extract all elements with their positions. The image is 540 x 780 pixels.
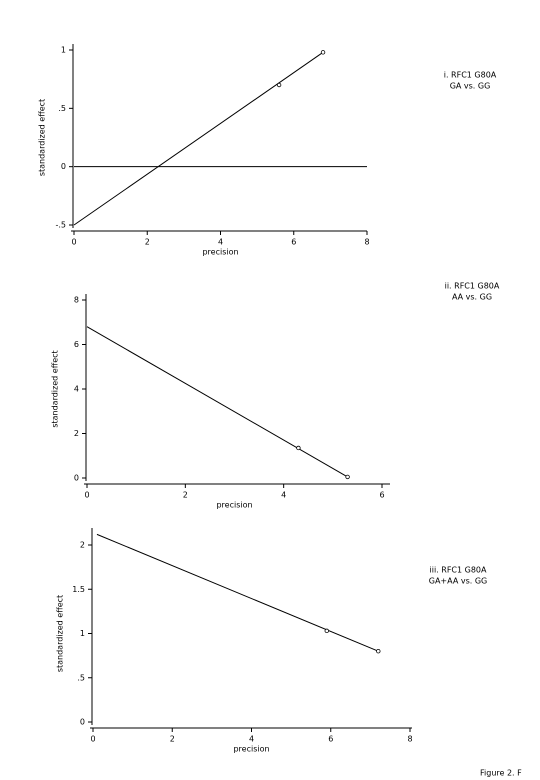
point	[276, 82, 282, 88]
y-tick-label: 2	[74, 429, 79, 438]
y-axis-label: standardized effect	[51, 350, 60, 427]
x-tick-label: 2	[170, 735, 175, 744]
point	[345, 474, 350, 480]
point	[296, 445, 301, 451]
point	[324, 628, 329, 634]
x-axis-label: precision	[216, 501, 252, 510]
x-tick-label: 6	[291, 238, 296, 247]
panel-label: i. RFC1 G80A	[444, 71, 497, 80]
point	[376, 649, 381, 654]
regression-line	[86, 326, 348, 478]
regression-line	[73, 51, 324, 226]
x-axis-label: precision	[233, 745, 269, 754]
x-tick-label: 4	[249, 735, 254, 744]
x-axis-label: precision	[202, 248, 238, 257]
x-tick-label: 2	[183, 491, 188, 500]
y-tick-label: 1.5	[72, 585, 85, 594]
panel-label: GA+AA vs. GG	[429, 577, 487, 586]
x-tick-label: 6	[328, 735, 333, 744]
regression-line	[96, 533, 379, 652]
y-tick-label: 0	[61, 162, 66, 171]
x-tick-label: 0	[71, 238, 76, 247]
point	[320, 50, 326, 55]
x-tick-label: 2	[145, 238, 150, 247]
y-axis-label: standardized effect	[38, 99, 47, 176]
y-tick-label: 4	[74, 385, 79, 394]
panel-label: iii. RFC1 G80A	[430, 566, 488, 575]
x-tick-label: 8	[364, 238, 369, 247]
x-tick-label: 0	[84, 491, 89, 500]
x-tick-label: 4	[281, 491, 286, 500]
y-tick-label: 2	[80, 541, 85, 550]
panel-label: ii. RFC1 G80A	[445, 282, 500, 291]
y-tick-label: 1	[80, 629, 85, 638]
x-tick-label: 8	[407, 735, 412, 744]
y-tick-label: 8	[74, 296, 79, 305]
x-tick-label: 6	[379, 491, 384, 500]
panel-label: AA vs. GG	[452, 293, 492, 302]
x-tick-label: 4	[218, 238, 223, 247]
y-tick-label: 6	[74, 340, 79, 349]
x-tick-label: 0	[90, 735, 95, 744]
y-tick-label: 0	[80, 718, 85, 727]
y-axis-label: standardized effect	[56, 595, 65, 672]
panel-label: GA vs. GG	[450, 82, 491, 91]
y-tick-label: 1	[61, 46, 66, 55]
y-tick-label: -.5	[55, 221, 66, 230]
figure-caption: Figure 2. F	[480, 769, 522, 778]
y-tick-label: .5	[77, 673, 85, 682]
y-tick-label: 0	[74, 474, 79, 483]
y-tick-label: .5	[58, 104, 66, 113]
